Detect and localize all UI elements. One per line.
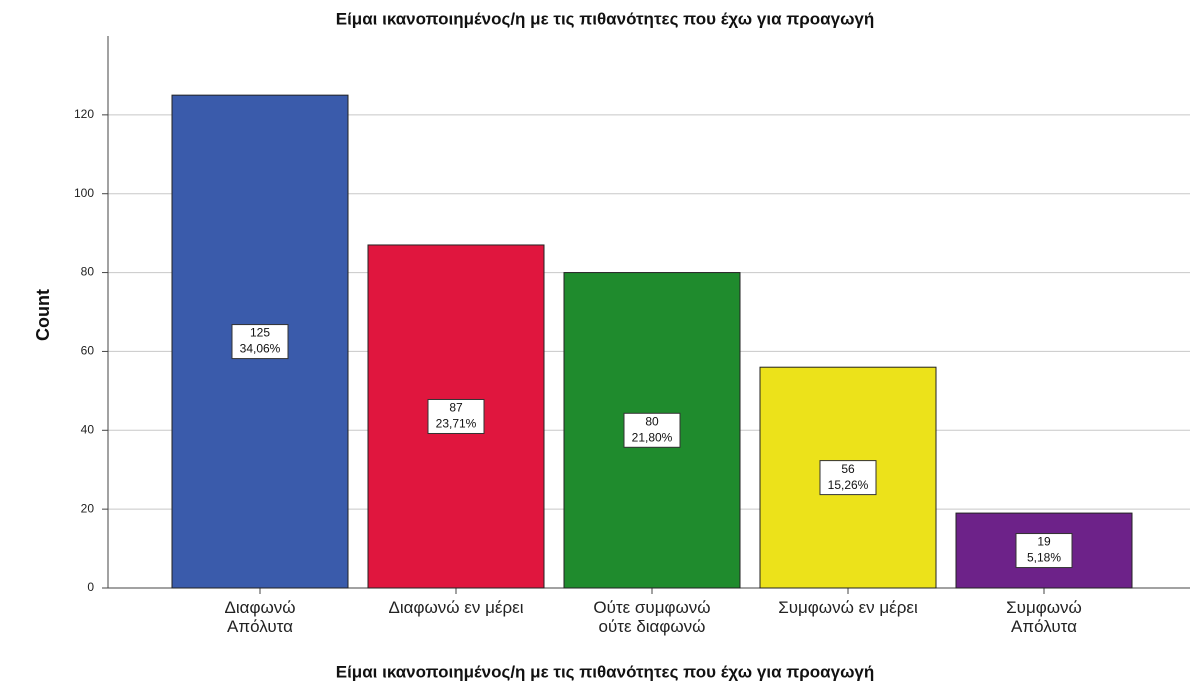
y-tick-label: 40 xyxy=(81,422,95,436)
y-tick-label: 0 xyxy=(87,580,94,594)
count-label: 87 xyxy=(449,401,463,415)
y-axis-label: Count xyxy=(33,289,53,341)
label-box xyxy=(231,324,289,360)
y-tick-label: 100 xyxy=(74,186,94,200)
x-tick-label: Διαφωνώ εν μέρει xyxy=(388,598,524,617)
y-tick-label: 20 xyxy=(81,501,95,515)
percent-label: 15,26% xyxy=(828,478,869,492)
percent-label: 34,06% xyxy=(240,342,281,356)
x-tick-label: Συμφωνώ Απόλυτα xyxy=(1006,598,1082,636)
label-box xyxy=(1015,533,1073,569)
label-box xyxy=(623,412,681,448)
label-box xyxy=(819,460,877,496)
chart-title: Είμαι ικανοποιημένος/η με τις πιθανότητε… xyxy=(336,9,875,28)
percent-label: 5,18% xyxy=(1027,551,1061,565)
x-tick-label: Συμφωνώ εν μέρει xyxy=(778,598,918,617)
percent-label: 21,80% xyxy=(632,430,673,444)
percent-label: 23,71% xyxy=(436,417,477,431)
label-box xyxy=(427,398,485,434)
x-tick-label: Ούτε συμφωνώ ούτε διαφωνώ xyxy=(593,598,711,636)
count-label: 80 xyxy=(645,414,659,428)
x-axis-label: Είμαι ικανοποιημένος/η με τις πιθανότητε… xyxy=(336,662,875,681)
count-label: 125 xyxy=(250,326,270,340)
x-tick-label: Διαφωνώ Απόλυτα xyxy=(224,598,296,636)
count-label: 56 xyxy=(841,462,855,476)
y-tick-label: 120 xyxy=(74,107,94,121)
count-label: 19 xyxy=(1037,535,1051,549)
y-tick-label: 60 xyxy=(81,344,95,358)
y-tick-label: 80 xyxy=(81,265,95,279)
